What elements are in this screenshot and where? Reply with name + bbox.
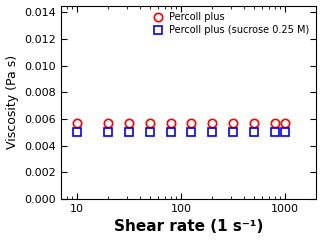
Percoll plus — [127, 121, 131, 124]
Percoll plus — [189, 121, 193, 124]
Percoll plus (sucrose 0.25 M) — [252, 131, 256, 133]
Percoll plus (sucrose 0.25 M) — [210, 131, 214, 133]
Percoll plus (sucrose 0.25 M) — [273, 131, 277, 133]
Percoll plus (sucrose 0.25 M) — [283, 131, 287, 133]
Percoll plus — [75, 121, 79, 124]
Percoll plus — [252, 121, 256, 124]
Percoll plus (sucrose 0.25 M) — [127, 131, 131, 133]
Y-axis label: Viscosity (Pa s): Viscosity (Pa s) — [5, 55, 19, 149]
Percoll plus — [283, 121, 287, 124]
Percoll plus — [273, 121, 277, 124]
Percoll plus (sucrose 0.25 M) — [106, 130, 110, 133]
Percoll plus — [148, 121, 152, 124]
Percoll plus — [210, 121, 214, 124]
Percoll plus (sucrose 0.25 M) — [231, 131, 235, 133]
Percoll plus (sucrose 0.25 M) — [148, 130, 152, 133]
Percoll plus — [169, 122, 173, 125]
Percoll plus — [231, 122, 235, 125]
Percoll plus (sucrose 0.25 M) — [169, 131, 173, 133]
Line: Percoll plus (sucrose 0.25 M): Percoll plus (sucrose 0.25 M) — [73, 127, 289, 136]
Line: Percoll plus: Percoll plus — [73, 119, 289, 127]
Percoll plus (sucrose 0.25 M) — [75, 130, 79, 133]
Percoll plus (sucrose 0.25 M) — [189, 131, 193, 133]
Legend: Percoll plus, Percoll plus (sucrose 0.25 M): Percoll plus, Percoll plus (sucrose 0.25… — [149, 10, 312, 37]
Percoll plus — [106, 121, 110, 124]
X-axis label: Shear rate (1 s⁻¹): Shear rate (1 s⁻¹) — [114, 219, 263, 234]
